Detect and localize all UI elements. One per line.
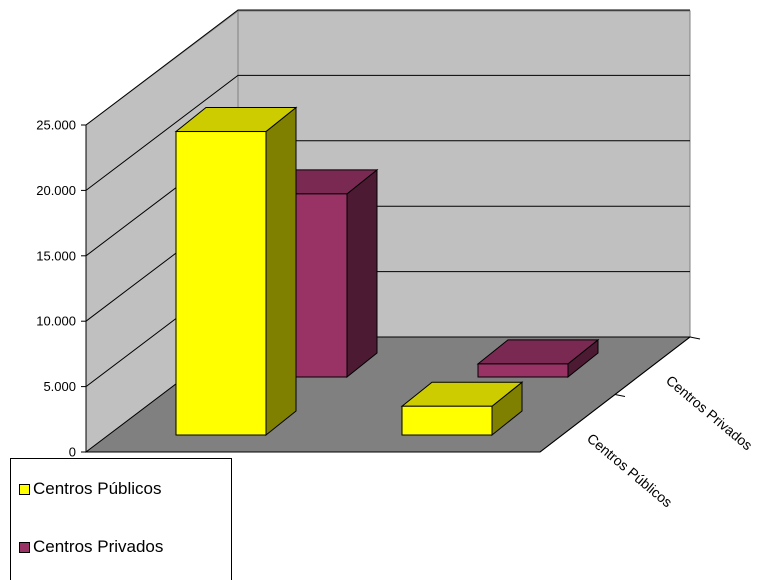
bar-front [175, 131, 267, 436]
depth-label: Centros Privados [663, 372, 756, 453]
y-tick-label: 5.000 [43, 379, 76, 394]
bars [174, 106, 600, 437]
bar-publicos-publicos [174, 106, 298, 437]
legend: Centros Públicos Centros Privados [10, 458, 232, 580]
legend-swatch-privados [19, 541, 30, 553]
legend-label-privados: Centros Privados [33, 537, 164, 556]
legend-item-privados: Centros Privados [19, 537, 163, 557]
axes [81, 124, 701, 453]
depth-tick [614, 394, 626, 397]
gridline [85, 9, 690, 126]
bar-side [346, 168, 378, 379]
gridline [85, 74, 690, 191]
bar-privados-privados [476, 338, 600, 379]
legend-label-publicos: Centros Públicos [33, 479, 162, 498]
y-tick-label: 25.000 [36, 118, 76, 133]
legend-item-publicos: Centros Públicos [19, 479, 162, 499]
legend-swatch-publicos [19, 483, 30, 495]
bar-side [265, 106, 297, 437]
depth-tick [689, 336, 701, 340]
y-tick-label: 20.000 [36, 183, 76, 198]
depth-label: Centros Públicos [584, 430, 675, 510]
y-tick-label: 0 [69, 445, 76, 460]
y-tick-label: 15.000 [36, 248, 76, 263]
y-tick-label: 10.000 [36, 314, 76, 329]
bar-front [401, 405, 493, 436]
bar-publicos-privados [400, 381, 524, 437]
bar-front [477, 363, 569, 378]
